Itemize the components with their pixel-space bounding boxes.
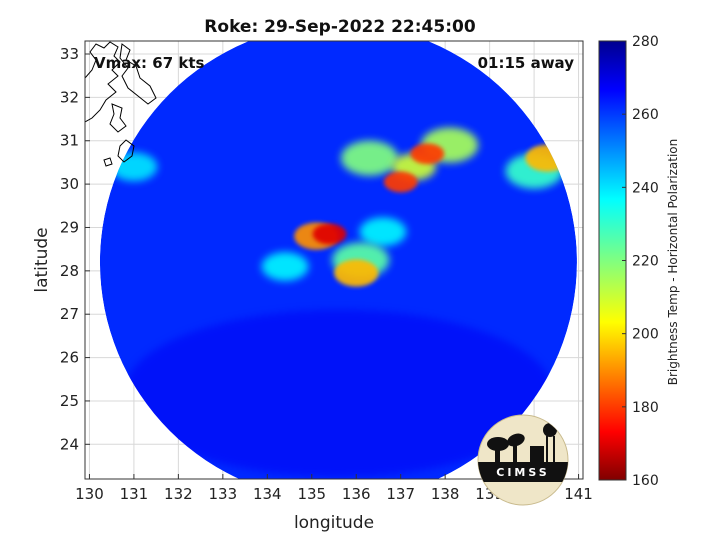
x-tick-label: 133 [209,485,238,503]
colorbar-ticks: 160 180 200 220 240 260 280 [622,34,659,489]
x-tick-label: 135 [297,485,326,503]
y-tick-label: 31 [60,132,79,150]
x-tick-label: 132 [164,485,193,503]
y-axis: 24 25 26 27 28 29 30 31 32 33 [60,45,90,453]
colorbar: 160 180 200 220 240 260 280 Brightness Temp - … [598,34,680,489]
coastline [85,41,157,167]
colorbar-tick-label: 280 [632,34,659,50]
colorbar-tick-label: 240 [632,180,659,196]
colorbar-tick-label: 180 [632,400,659,416]
colorbar-gradient [598,40,627,481]
y-tick-label: 28 [60,262,79,280]
x-tick-label: 137 [386,485,415,503]
vmax-annotation: Vmax: 67 kts [94,54,204,72]
colorbar-tick-label: 220 [632,254,659,270]
y-tick-label: 27 [60,305,79,323]
heatmap-cell [410,143,445,165]
y-tick-label: 29 [60,218,79,236]
x-axis-label: longitude [294,513,374,533]
x-tick-label: 138 [431,485,460,503]
x-tick-label: 141 [564,485,593,503]
heatmap-cell [340,140,399,176]
heatmap-swath [99,41,577,479]
colorbar-label: Brightness Temp - Horizontal Polarizatio… [666,139,680,386]
heatmap-cell [312,223,347,245]
time-away-annotation: 01:15 away [478,54,575,72]
x-tick-label: 136 [342,485,371,503]
x-tick-label: 134 [253,485,282,503]
axes-frame [84,40,584,480]
heatmap-cell [334,259,379,287]
heatmap-cell [261,252,309,281]
y-tick-label: 25 [60,392,79,410]
y-tick-label: 30 [60,175,79,193]
heatmap-cell [359,217,407,247]
y-tick-label: 32 [60,88,79,106]
y-axis-label: latitude [32,227,52,292]
x-tick-label: 131 [120,485,149,503]
heatmap-cell [383,171,418,193]
chart-title: Roke: 29-Sep-2022 22:45:00 [204,17,476,37]
y-tick-label: 26 [60,349,79,367]
logo-text: CIMSS [496,466,549,479]
cimss-logo: CIMSS [477,414,569,506]
x-tick-label: 130 [75,485,104,503]
y-tick-label: 24 [60,435,79,453]
colorbar-tick-label: 260 [632,107,659,123]
colorbar-tick-label: 200 [632,327,659,343]
colorbar-tick-label: 160 [632,473,659,489]
swath-shade [123,309,554,477]
y-tick-label: 33 [60,45,79,63]
